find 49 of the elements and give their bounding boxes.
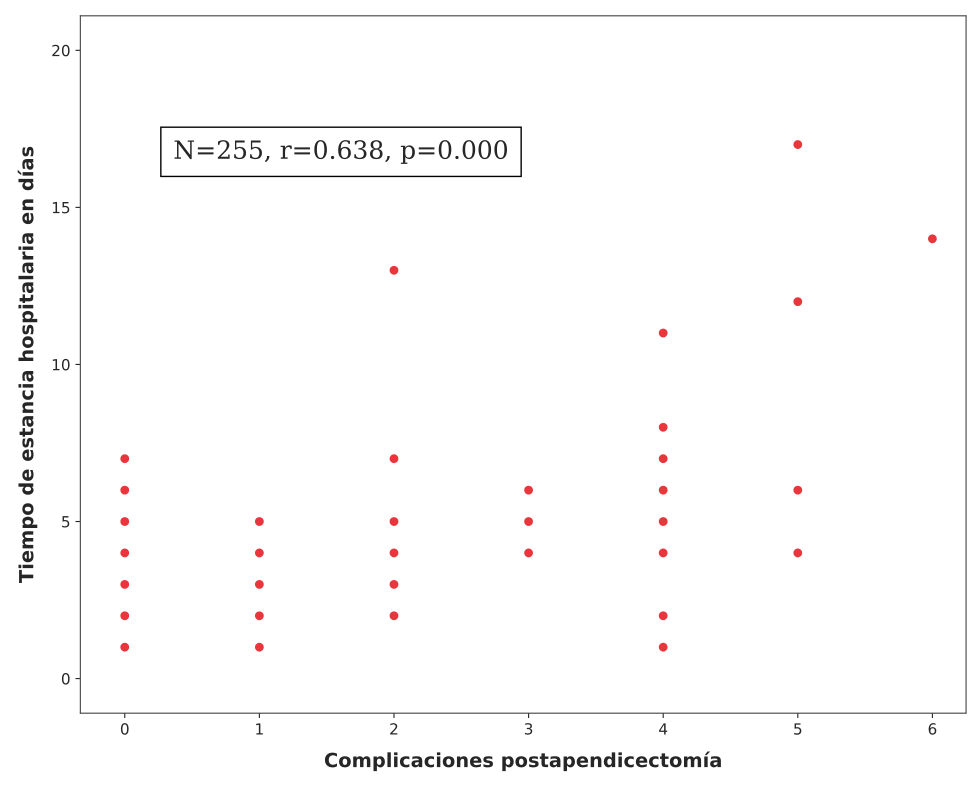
- point: [120, 486, 130, 494]
- x-tick-label: 3: [524, 723, 532, 735]
- annotation: N=255, r=0.638, p=0.000: [174, 140, 507, 164]
- x-tick-label: 0: [120, 723, 129, 735]
- x-tick-label: 1: [256, 723, 263, 734]
- point: [658, 328, 668, 338]
- point: [390, 266, 398, 275]
- y-axis-title: Tiempo de estancia hospitalaria en días: [18, 146, 38, 583]
- point: [390, 548, 398, 558]
- point: [658, 422, 668, 432]
- point: [120, 517, 130, 526]
- y-tick-label: 20: [52, 44, 70, 56]
- point: [254, 642, 264, 652]
- point: [254, 580, 264, 589]
- x-axis-title: Complicaciones postapendicectomía: [324, 752, 721, 772]
- point: [120, 580, 130, 589]
- y-tick-label: 5: [62, 516, 70, 528]
- point: [524, 517, 533, 526]
- point: [524, 548, 533, 558]
- point: [390, 454, 398, 464]
- y-tick-label: 15: [52, 202, 70, 214]
- point: [928, 234, 937, 244]
- point: [120, 548, 130, 558]
- point: [254, 611, 264, 620]
- point: [120, 611, 130, 620]
- point: [254, 548, 264, 558]
- x-tick-label: 2: [390, 723, 398, 734]
- y-tick-label: 0: [62, 673, 70, 685]
- point: [658, 517, 668, 526]
- point: [658, 642, 668, 652]
- point: [120, 642, 130, 652]
- point: [793, 140, 802, 149]
- point: [390, 517, 398, 526]
- x-tick-label: 6: [928, 723, 936, 735]
- point: [658, 548, 668, 558]
- x-tick-label: 5: [794, 723, 802, 735]
- point: [254, 517, 264, 526]
- point: [390, 611, 398, 620]
- point: [793, 486, 802, 494]
- point: [658, 454, 668, 464]
- point: [793, 548, 802, 558]
- y-tick-label: 10: [52, 358, 70, 370]
- x-tick-label: 4: [659, 723, 668, 734]
- point: [120, 454, 130, 464]
- point: [658, 486, 668, 494]
- point: [658, 611, 668, 620]
- point: [524, 486, 533, 494]
- point: [793, 297, 802, 306]
- point: [390, 580, 398, 589]
